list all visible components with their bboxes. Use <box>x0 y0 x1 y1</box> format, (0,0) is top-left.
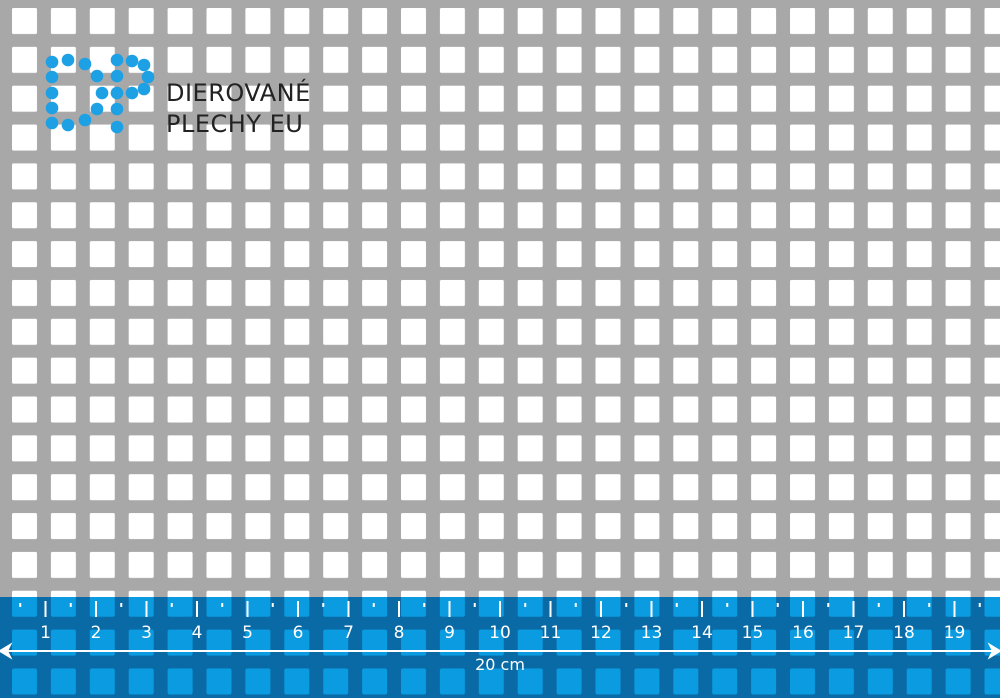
ruler-label: 9 <box>444 623 455 643</box>
ruler-label: 13 <box>640 623 663 643</box>
ruler-label: 2 <box>90 623 102 643</box>
logo-dot <box>110 102 124 116</box>
logo-dot <box>110 120 124 134</box>
length-label: 20 cm <box>475 655 525 674</box>
logo-dot <box>45 116 59 130</box>
brand-line-1: DIEROVANÉ <box>166 79 311 107</box>
logo-dot <box>125 54 139 68</box>
ruler-label: 7 <box>343 623 354 643</box>
logo-dot <box>110 53 124 67</box>
ruler-label: 18 <box>893 623 915 643</box>
logo-dot <box>78 113 92 127</box>
ruler-label: 11 <box>539 623 562 643</box>
length-arrow <box>0 642 1000 660</box>
ruler-label: 19 <box>943 623 966 643</box>
logo-dot <box>95 86 109 100</box>
logo-dot <box>45 101 59 115</box>
ruler-label: 5 <box>242 623 253 643</box>
logo-dot <box>90 102 104 116</box>
ruler-ticks <box>19 601 981 617</box>
logo-dot <box>110 69 124 83</box>
logo-dot <box>137 58 151 72</box>
ruler-label: 12 <box>590 623 612 643</box>
ruler-label: 1 <box>40 623 51 643</box>
logo-dot <box>125 86 139 100</box>
logo-dot <box>90 69 104 83</box>
ruler-label: 16 <box>792 623 814 643</box>
logo-dot <box>137 82 151 96</box>
logo-dot <box>45 86 59 100</box>
ruler-label: 10 <box>489 623 511 643</box>
logo-dot <box>141 70 155 84</box>
ruler-label: 14 <box>691 623 713 643</box>
ruler-label: 17 <box>842 623 865 643</box>
logo-dot <box>78 57 92 71</box>
logo-dot <box>61 53 75 67</box>
logo-dot <box>110 86 124 100</box>
ruler-label: 4 <box>191 623 203 643</box>
brand-line-2: PLECHY EU <box>166 110 304 138</box>
logo-dot <box>61 118 75 132</box>
ruler-label: 3 <box>141 623 152 643</box>
ruler-label: 8 <box>393 623 405 643</box>
ruler-label: 6 <box>292 623 304 643</box>
logo-dot <box>45 55 59 69</box>
brand-name: DIEROVANÉ PLECHY EU <box>166 78 311 140</box>
logo-mark <box>45 53 155 134</box>
ruler-label: 15 <box>741 623 764 643</box>
logo-dot <box>45 70 59 84</box>
